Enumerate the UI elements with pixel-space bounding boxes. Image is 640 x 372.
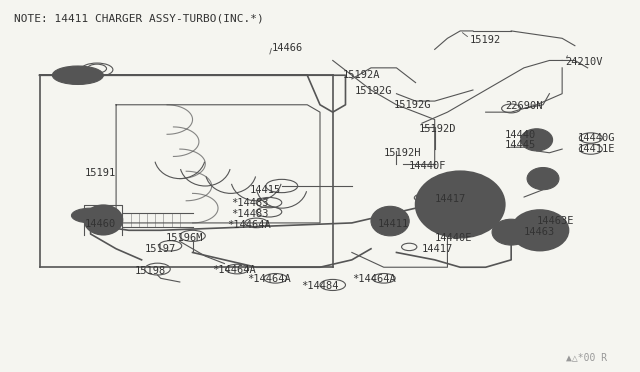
Text: 14463E: 14463E bbox=[537, 216, 574, 226]
Text: *14464A: *14464A bbox=[212, 265, 255, 275]
Text: *14484: *14484 bbox=[301, 282, 339, 291]
Text: 15192G: 15192G bbox=[394, 100, 431, 110]
Text: *14483: *14483 bbox=[231, 198, 268, 208]
Ellipse shape bbox=[52, 66, 103, 84]
Text: 14463: 14463 bbox=[524, 227, 555, 237]
Ellipse shape bbox=[492, 219, 531, 245]
Text: 15198: 15198 bbox=[135, 266, 166, 276]
Ellipse shape bbox=[527, 167, 559, 190]
Text: 14417: 14417 bbox=[435, 194, 466, 204]
Text: 14411E: 14411E bbox=[578, 144, 616, 154]
Text: 15192G: 15192G bbox=[355, 86, 392, 96]
Ellipse shape bbox=[72, 208, 109, 223]
Text: 24210V: 24210V bbox=[565, 57, 603, 67]
Text: 15191: 15191 bbox=[84, 168, 115, 178]
Ellipse shape bbox=[521, 129, 552, 151]
Text: *14464A: *14464A bbox=[228, 220, 271, 230]
Text: 14445: 14445 bbox=[505, 140, 536, 150]
Text: 14417: 14417 bbox=[422, 244, 453, 254]
Ellipse shape bbox=[84, 205, 122, 235]
Text: 15192: 15192 bbox=[470, 35, 501, 45]
Ellipse shape bbox=[371, 206, 409, 236]
Text: 15192D: 15192D bbox=[419, 124, 456, 134]
Text: 14460: 14460 bbox=[84, 219, 115, 229]
Text: *14483: *14483 bbox=[231, 209, 268, 219]
Text: 14466: 14466 bbox=[272, 42, 303, 52]
Text: 14440F: 14440F bbox=[409, 161, 447, 171]
Text: 15192H: 15192H bbox=[384, 148, 421, 158]
Text: 14440G: 14440G bbox=[578, 133, 616, 143]
Text: *14464A: *14464A bbox=[352, 274, 396, 284]
Text: 14440E: 14440E bbox=[435, 233, 472, 243]
Text: 15192A: 15192A bbox=[342, 70, 380, 80]
Text: 14411: 14411 bbox=[378, 219, 408, 229]
Text: *14464A: *14464A bbox=[246, 274, 291, 284]
Ellipse shape bbox=[511, 210, 568, 251]
Text: 15196M: 15196M bbox=[166, 233, 204, 243]
Text: NOTE: 14411 CHARGER ASSY-TURBO(INC.*): NOTE: 14411 CHARGER ASSY-TURBO(INC.*) bbox=[14, 13, 264, 23]
Text: ▲△*00 R: ▲△*00 R bbox=[566, 353, 607, 363]
Text: 15197: 15197 bbox=[145, 244, 176, 254]
Ellipse shape bbox=[415, 171, 505, 238]
Text: 14415: 14415 bbox=[250, 185, 281, 195]
Text: 22690N: 22690N bbox=[505, 100, 542, 110]
Text: 14440: 14440 bbox=[505, 130, 536, 140]
